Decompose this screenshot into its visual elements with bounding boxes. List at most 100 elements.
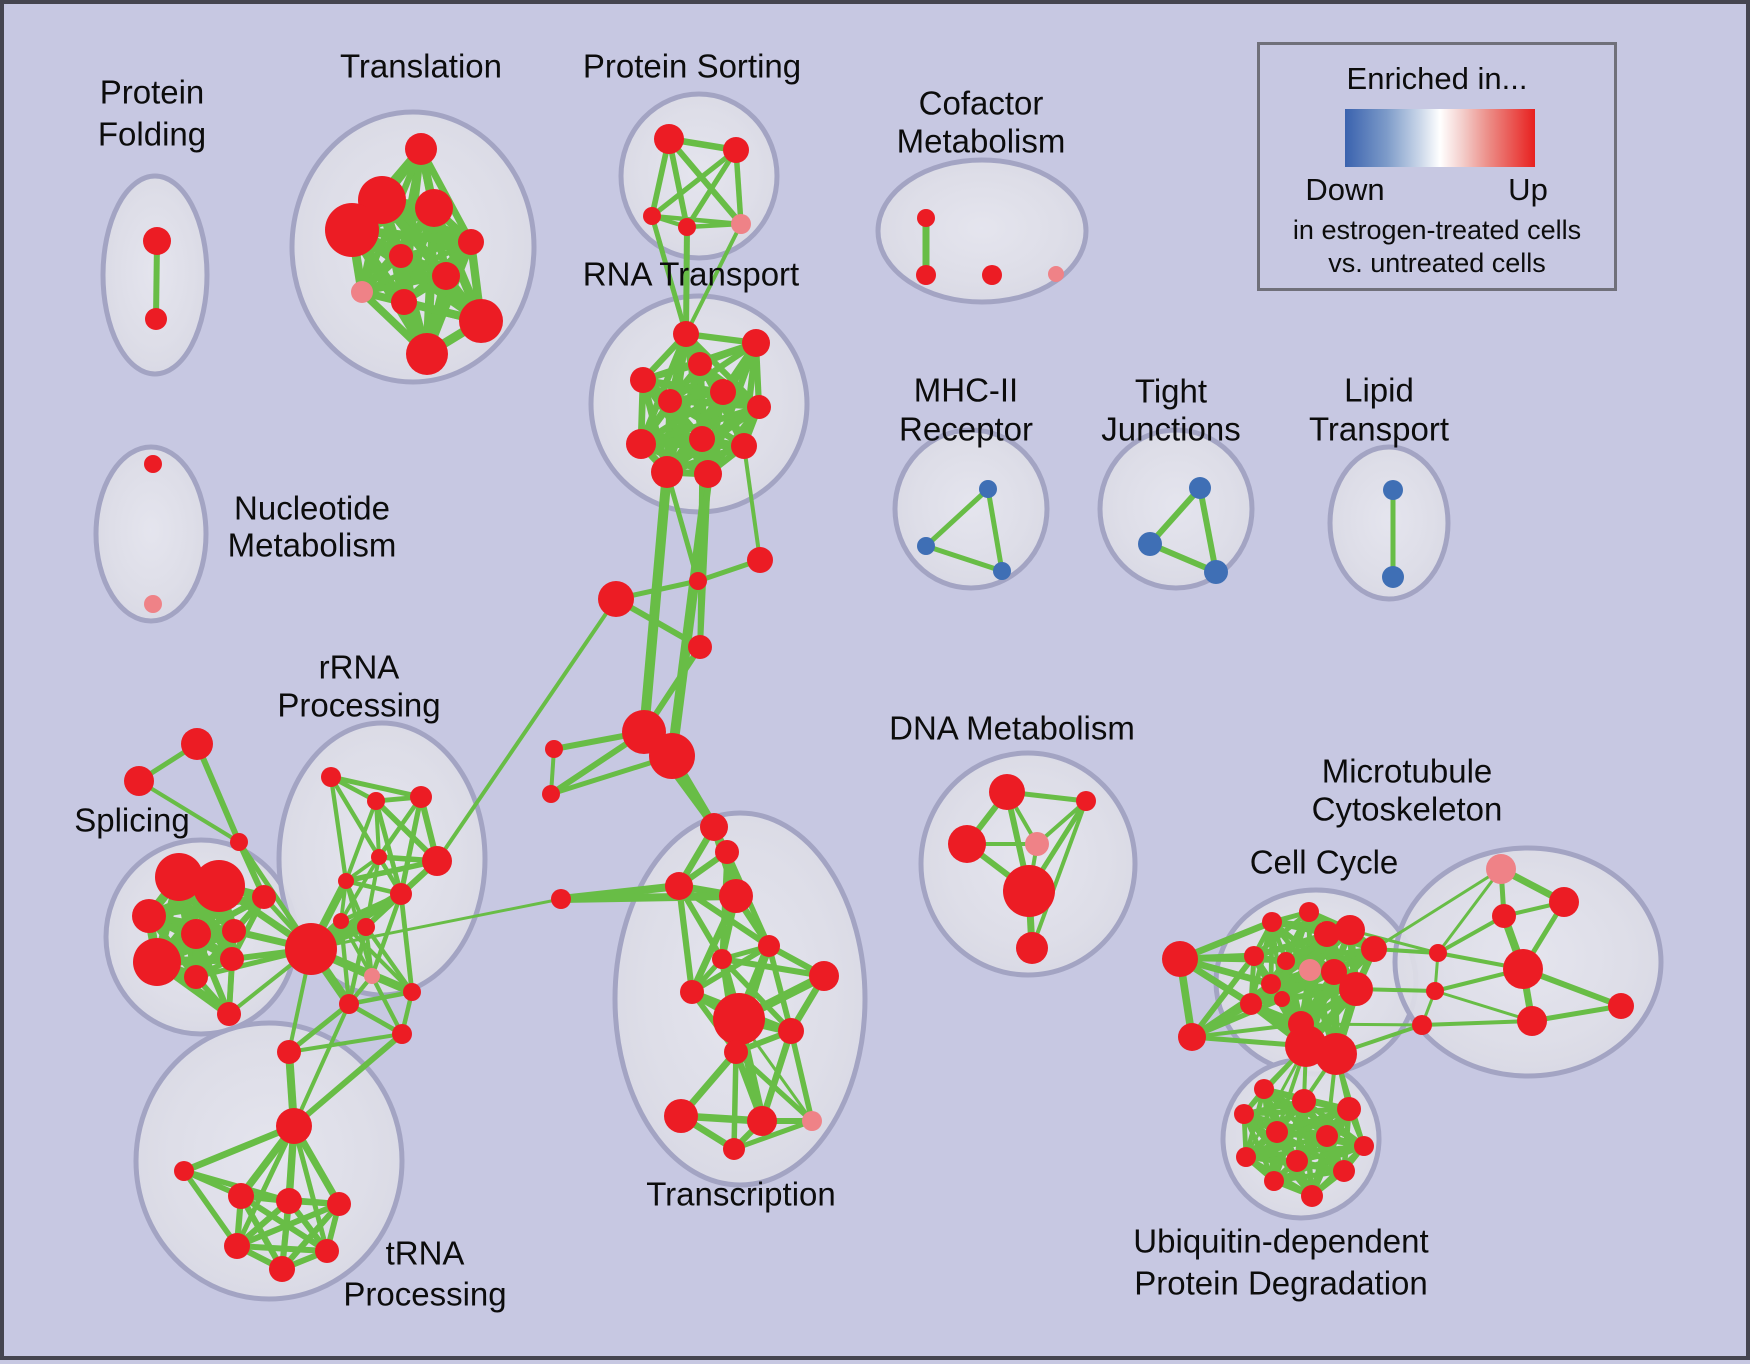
network-edge [1298, 946, 1377, 1027]
cluster-label-cc: Cell Cycle [1250, 844, 1399, 881]
network-node-red [1301, 1185, 1323, 1207]
cluster-label-cf: Cofactor [919, 85, 1044, 122]
network-node-red [680, 980, 704, 1004]
network-node-red [327, 1192, 351, 1216]
enrichment-map: Protein Folding Translation Protein Sorting… [74, 48, 1664, 1313]
network-edge [1300, 1022, 1423, 1027]
network-node-red [917, 209, 935, 227]
network-edge [339, 920, 374, 977]
network-edge [238, 1194, 285, 1271]
network-node-red [1292, 1089, 1316, 1113]
cluster-label-mc: Microtubule [1322, 753, 1493, 790]
network-node-red [1361, 936, 1387, 962]
network-node-red [415, 189, 453, 227]
network-node-red [1162, 941, 1198, 977]
network-edge [1030, 800, 1088, 949]
network-edge [637, 332, 690, 446]
network-edge [1197, 487, 1219, 573]
network-edge [560, 892, 737, 903]
network-edge [330, 774, 422, 800]
network-node-red [778, 1018, 804, 1044]
network-nodes [124, 124, 1634, 1282]
network-edge [1244, 1045, 1308, 1158]
network-node-red [391, 289, 417, 315]
network-edge [348, 989, 413, 1007]
network-node-red [643, 207, 661, 225]
network-edge [137, 779, 241, 844]
network-edge [985, 488, 1005, 572]
network-node-red [333, 913, 349, 929]
network-node-red [724, 1040, 748, 1064]
network-edge [684, 223, 743, 335]
network-edge [1191, 1022, 1302, 1039]
network-edge [666, 137, 744, 226]
network-node-blue [1382, 566, 1404, 588]
network-node-red [1178, 1023, 1206, 1051]
network-node-red [217, 1002, 241, 1026]
network-node-pink [1025, 832, 1049, 856]
network-node-blue [1383, 480, 1403, 500]
network-node-red [916, 265, 936, 285]
network-node-red [665, 872, 693, 900]
network-node-red [731, 433, 757, 459]
network-edge [398, 796, 424, 895]
network-edge [734, 1050, 814, 1123]
network-edge [1273, 1168, 1345, 1184]
cluster-label-sp: Splicing [74, 802, 190, 839]
legend-box: Enriched in... Down Up in estrogen-treat… [1257, 42, 1617, 291]
network-edge [370, 975, 404, 1035]
network-node-red [1517, 1006, 1547, 1036]
network-node-red [1254, 1079, 1274, 1099]
network-node-red [132, 899, 166, 933]
network-node-red [742, 329, 770, 357]
network-node-red [1337, 1097, 1361, 1121]
network-node-red [269, 1256, 295, 1282]
network-node-red [598, 581, 634, 617]
network-edge [733, 1119, 813, 1151]
network-edge [339, 856, 381, 922]
network-edge [788, 1030, 815, 1122]
network-edge [696, 473, 710, 582]
network-node-red [174, 1161, 194, 1181]
network-edge [684, 148, 739, 229]
network-node-red [276, 1188, 302, 1214]
network-edge [1373, 867, 1502, 951]
network-node-red [747, 395, 771, 419]
cluster-label-nm: Nucleotide [234, 490, 390, 527]
network-node-red [1016, 932, 1048, 964]
network-node-red [664, 1099, 698, 1133]
network-node-red [184, 965, 208, 989]
network-node-red [689, 426, 715, 452]
network-node-pink [731, 214, 751, 234]
network-node-red [145, 308, 167, 330]
network-node-red [252, 885, 276, 909]
network-node-blue [917, 537, 935, 555]
network-edge [398, 893, 415, 993]
cluster-label-nm: Metabolism [228, 527, 397, 564]
network-node-red [713, 993, 765, 1045]
network-node-red [673, 321, 699, 347]
network-node-red [222, 919, 246, 943]
network-node-red [432, 262, 460, 290]
cluster-label-ub: Protein Degradation [1134, 1265, 1428, 1302]
network-node-red [542, 785, 560, 803]
network-edge [639, 471, 672, 733]
network-node-red [747, 547, 773, 573]
network-edge [721, 956, 825, 979]
network-edge [377, 795, 423, 859]
network-edge [345, 858, 438, 884]
network-edge [310, 897, 562, 951]
network-edge [234, 1124, 297, 1248]
cluster-ellipse-mh [892, 427, 1050, 591]
network-node-red [1266, 1121, 1288, 1143]
network-edge [344, 800, 378, 882]
network-edge [925, 543, 1003, 574]
network-node-pink [351, 281, 373, 303]
network-edge [1252, 910, 1311, 958]
network-node-red [390, 883, 412, 905]
legend-subtitle-line2: vs. untreated cells [1328, 248, 1546, 278]
network-node-red [315, 1239, 339, 1263]
network-node-red [1335, 915, 1365, 945]
network-node-red [1003, 865, 1055, 917]
network-node-red [1549, 887, 1579, 917]
